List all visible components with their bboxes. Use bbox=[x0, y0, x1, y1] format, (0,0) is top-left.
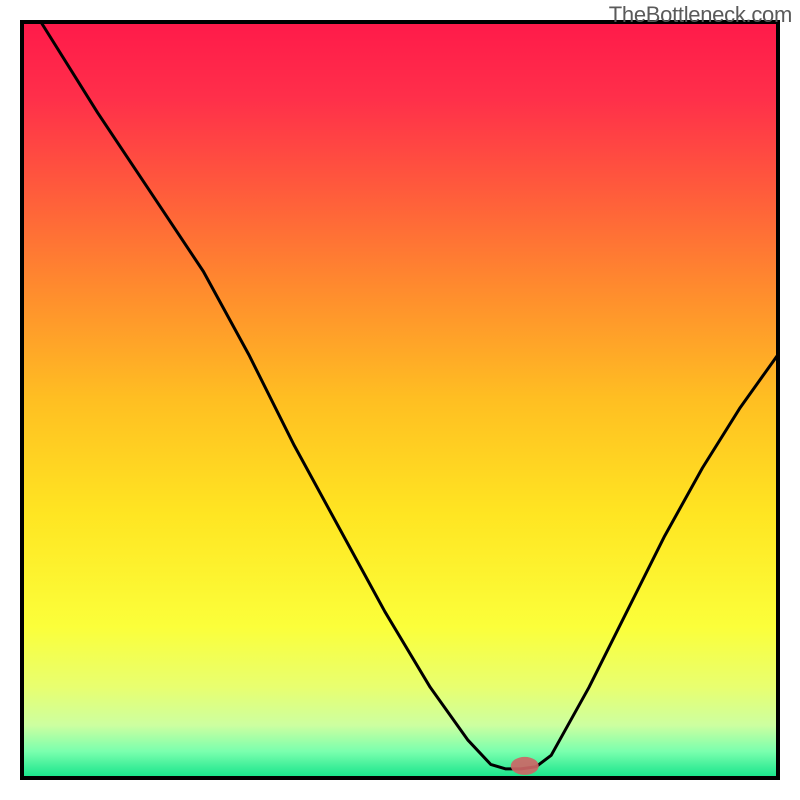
optimal-point-marker bbox=[511, 757, 539, 775]
chart-container: { "watermark": { "text": "TheBottleneck.… bbox=[0, 0, 800, 800]
plot-background bbox=[22, 22, 778, 778]
plot-area bbox=[22, 22, 778, 778]
bottleneck-chart bbox=[0, 0, 800, 800]
watermark-text: TheBottleneck.com bbox=[609, 2, 792, 28]
